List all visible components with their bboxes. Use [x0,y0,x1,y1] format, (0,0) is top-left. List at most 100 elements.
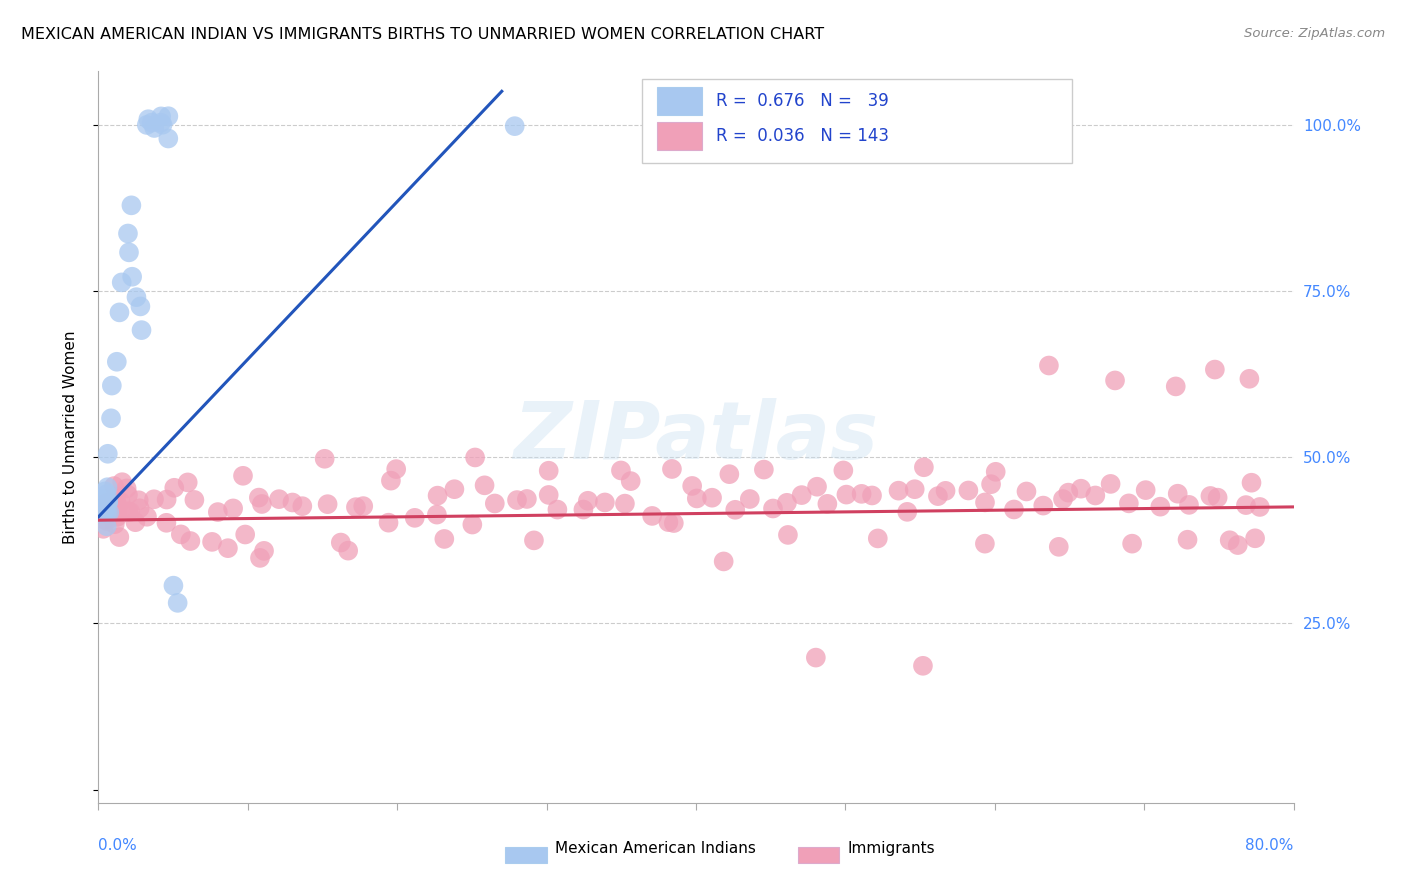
Point [1070,482,1092,496]
Point [136,509,159,524]
Point [974,495,997,509]
Point [860,488,883,502]
Text: ZIPatlas: ZIPatlas [513,398,879,476]
Bar [797,847,839,863]
Point [661,462,683,476]
Point [97,495,120,509]
Point [149,115,172,129]
Point [724,503,747,517]
Point [108,530,131,544]
Point [426,508,449,522]
Point [249,550,271,565]
Point [162,579,184,593]
Point [217,541,239,556]
Point [166,596,188,610]
Point [111,276,134,290]
Text: Mexican American Indians: Mexican American Indians [555,840,756,855]
Point [980,477,1002,491]
Point [94,484,117,499]
Point [222,501,245,516]
Text: Immigrants: Immigrants [848,840,935,855]
Point [576,493,599,508]
Text: 80.0%: 80.0% [1246,838,1294,854]
FancyBboxPatch shape [643,78,1073,163]
Point [96,496,118,510]
Point [128,501,150,516]
Point [700,491,723,505]
Point [464,450,486,465]
Point [762,501,785,516]
Point [125,290,148,304]
Point [150,109,173,123]
Point [97,497,120,511]
Y-axis label: Births to Unmarried Women: Births to Unmarried Women [63,330,77,544]
Point [141,115,163,129]
Point [537,488,560,502]
Point [97,447,120,461]
Point [91,491,114,506]
Point [100,494,122,508]
Point [90,502,112,516]
Point [912,460,935,475]
Point [157,131,180,145]
Point [426,489,449,503]
Text: MEXICAN AMERICAN INDIAN VS IMMIGRANTS BIRTHS TO UNMARRIED WOMEN CORRELATION CHAR: MEXICAN AMERICAN INDIAN VS IMMIGRANTS BI… [21,27,824,42]
Point [207,505,229,519]
Point [662,516,685,530]
Point [776,496,799,510]
Point [232,468,254,483]
Point [1099,476,1122,491]
Point [593,495,616,509]
Point [135,118,157,132]
Point [131,323,153,337]
Point [104,517,127,532]
Point [984,465,1007,479]
Point [105,496,128,510]
Point [1032,499,1054,513]
Point [90,506,112,520]
Point [713,554,735,568]
Point [776,528,799,542]
Point [117,504,139,518]
Point [329,535,352,549]
Text: Source: ZipAtlas.com: Source: ZipAtlas.com [1244,27,1385,40]
Point [443,482,465,496]
Point [98,508,121,522]
Point [97,494,120,508]
Point [96,514,118,528]
Point [105,497,128,511]
Point [105,509,128,524]
Point [613,497,636,511]
Point [170,527,193,541]
Point [1057,485,1080,500]
Point [108,305,131,319]
Point [790,488,813,502]
Point [620,474,643,488]
Point [91,496,114,510]
Point [105,502,128,516]
Point [253,544,276,558]
Point [973,536,995,550]
Point [935,483,957,498]
Point [115,482,138,496]
Point [121,269,143,284]
Point [96,487,118,501]
Point [1226,538,1249,552]
Point [1177,533,1199,547]
Point [461,517,484,532]
Point [183,492,205,507]
Point [516,491,538,506]
Point [156,492,179,507]
Point [1149,500,1171,514]
Point [94,513,117,527]
Point [98,505,121,519]
Point [163,481,186,495]
Point [503,119,526,133]
Point [815,497,838,511]
Point [718,467,741,482]
Point [94,504,117,518]
Point [91,522,114,536]
Point [250,497,273,511]
Point [904,482,927,496]
Point [1015,484,1038,499]
